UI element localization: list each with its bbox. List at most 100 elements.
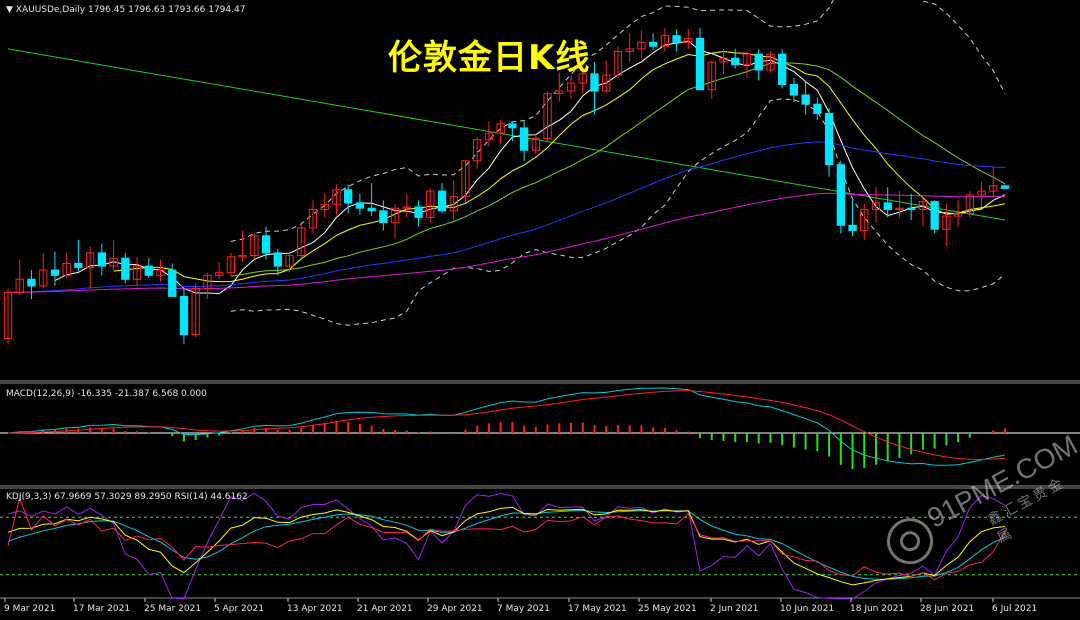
candle-body (332, 189, 341, 205)
candle-body (953, 213, 963, 217)
candle-body (121, 257, 130, 280)
candle-body (168, 269, 177, 297)
candle-body (402, 206, 412, 209)
candle-body (238, 255, 247, 258)
candle-body (824, 112, 834, 166)
candle-body (179, 295, 189, 336)
candle-body (473, 139, 482, 162)
candle-body (895, 207, 904, 210)
candle-body (789, 84, 799, 96)
candle-body (390, 207, 400, 224)
ma-fast-line (54, 40, 1006, 295)
x-tick-label: 29 Apr 2021 (427, 604, 483, 614)
x-tick-label: 5 Apr 2021 (214, 604, 264, 614)
candle-body (261, 235, 271, 254)
candle-body (320, 203, 329, 210)
candle-body (707, 61, 716, 91)
x-tick-label: 28 Jun 2021 (920, 604, 975, 614)
candle-body (778, 53, 787, 85)
candle-body (625, 48, 634, 53)
candle-body (144, 265, 153, 276)
x-tick-label: 7 May 2021 (497, 604, 550, 614)
candle-body (449, 195, 458, 212)
x-tick-label: 9 Mar 2021 (4, 604, 56, 614)
candle-body (132, 265, 142, 280)
candle-body (379, 210, 388, 224)
candle-body (437, 190, 447, 212)
candle-body (590, 73, 599, 92)
candle-body (414, 206, 423, 218)
candle-body (531, 137, 541, 151)
candle-body (754, 53, 763, 71)
candle-body (62, 263, 71, 276)
candle-body (156, 269, 165, 276)
ma-yellow-line (113, 50, 1006, 283)
candle-body (461, 160, 470, 197)
kdj-k-line (7, 506, 1006, 586)
ma-green-line (230, 62, 1006, 277)
candle-body (109, 257, 118, 267)
candle-body (344, 189, 353, 204)
symbol-label: XAUUSDe,Daily (15, 5, 86, 15)
candle-body (543, 93, 552, 139)
candle-body (367, 207, 376, 212)
candle-body (613, 51, 623, 76)
macd-signal-line (7, 390, 1006, 460)
candle-body (578, 73, 587, 84)
candle-body (731, 57, 740, 66)
ohlc-values: 1796.45 1796.63 1793.66 1794.47 (87, 5, 246, 15)
candle-body (649, 41, 658, 47)
candle-body (191, 288, 200, 336)
candle-body (297, 227, 306, 256)
candle-body (813, 103, 822, 114)
ma-magenta-line (7, 192, 1006, 293)
candle-body (684, 37, 693, 43)
kdj-label: KDJ(9,3,3) 67.9669 57.3029 89.2950 (6, 492, 172, 502)
main-panel-header: ▼ XAUUSDe,Daily 1796.45 1796.63 1793.66 … (6, 5, 245, 15)
candle-body (660, 35, 670, 47)
candle-body (977, 190, 986, 196)
macd-panel-label: MACD(12,26,9) -16.335 -21.387 6.568 0.00… (6, 389, 207, 399)
candle-body (285, 255, 294, 267)
x-tick-label: 25 May 2021 (638, 604, 697, 614)
candle-body (15, 278, 24, 293)
kdj-j-line (7, 492, 1006, 600)
candle-body (965, 194, 975, 214)
candle-body (50, 269, 60, 276)
candle-body (871, 202, 881, 210)
candle-body (74, 263, 83, 268)
candle-body (836, 164, 846, 226)
candle-body (508, 123, 517, 129)
x-tick-label: 10 Jun 2021 (780, 604, 835, 614)
candle-body (860, 209, 869, 232)
x-tick-label: 17 May 2021 (568, 604, 627, 614)
kdj-panel-header: KDJ(9,3,3) 67.9669 57.3029 89.2950 RSI(1… (6, 492, 248, 502)
candle-body (801, 94, 810, 105)
candle-body (355, 202, 365, 209)
x-tick-label: 13 Apr 2021 (287, 604, 343, 614)
candle-body (719, 57, 728, 63)
candle-body (484, 132, 494, 141)
candle-body (203, 274, 212, 289)
candle-body (1000, 185, 1010, 189)
candle-body (520, 127, 529, 151)
candle-body (989, 185, 998, 192)
collapse-arrow-icon[interactable]: ▼ (6, 5, 13, 15)
kdj-d-line (7, 509, 1006, 580)
candle-body (766, 53, 775, 71)
rsi-label: RSI(14) 44.6162 (174, 492, 248, 502)
candle-body (907, 207, 916, 210)
candle-body (496, 123, 505, 134)
candle-body (918, 201, 928, 211)
candle-body (308, 209, 318, 229)
bollinger-upper (230, 0, 1006, 242)
candle-body (250, 235, 259, 257)
candle-body (602, 74, 611, 92)
candle-body (942, 215, 951, 230)
candle-body (3, 291, 13, 339)
rsi-line (7, 496, 1006, 581)
bollinger-lower (230, 98, 1006, 326)
candle-body (97, 252, 106, 267)
